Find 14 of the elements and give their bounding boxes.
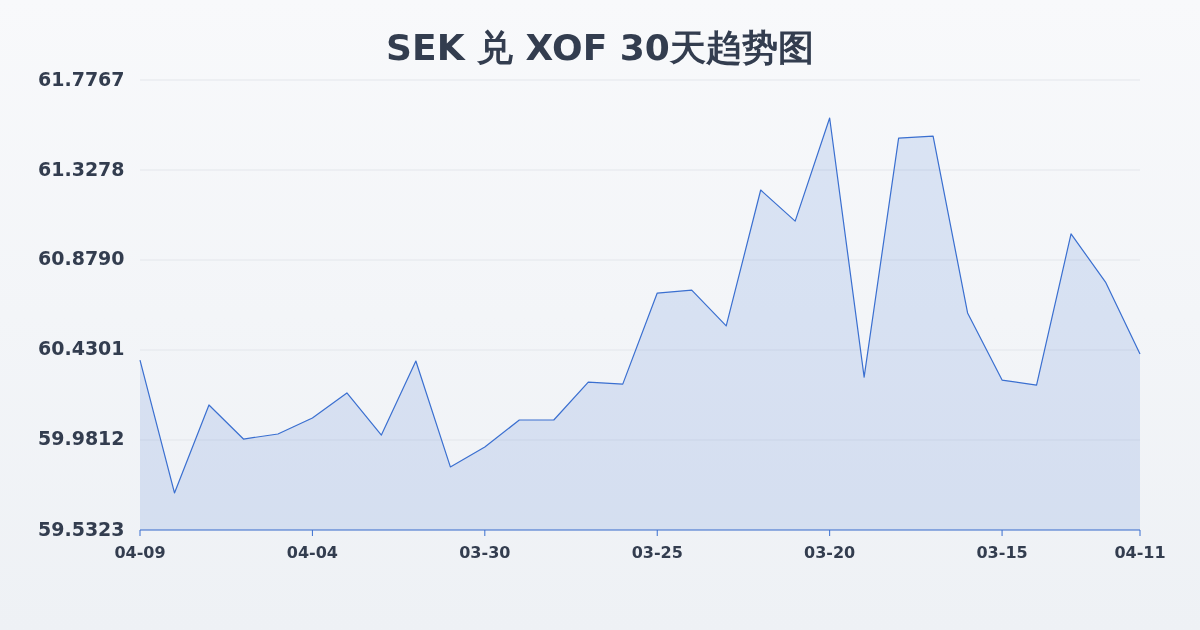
x-tick-label: 03-20 xyxy=(804,543,856,562)
y-tick-label: 59.5323 xyxy=(38,517,125,540)
x-tick-label: 03-15 xyxy=(976,543,1028,562)
x-tick-label: 03-25 xyxy=(631,543,683,562)
chart-title: SEK 兑 XOF 30天趋势图 xyxy=(386,27,814,68)
y-tick-label: 61.3278 xyxy=(38,157,125,180)
y-tick-label: 61.7767 xyxy=(38,67,125,90)
x-tick-label: 04-11 xyxy=(1114,543,1166,562)
x-tick-label: 03-30 xyxy=(459,543,511,562)
x-tick-label: 04-09 xyxy=(114,543,166,562)
y-tick-label: 60.4301 xyxy=(38,337,125,360)
x-tick-label: 04-04 xyxy=(286,543,338,562)
y-tick-label: 60.8790 xyxy=(38,247,125,270)
y-tick-label: 59.9812 xyxy=(38,427,125,450)
